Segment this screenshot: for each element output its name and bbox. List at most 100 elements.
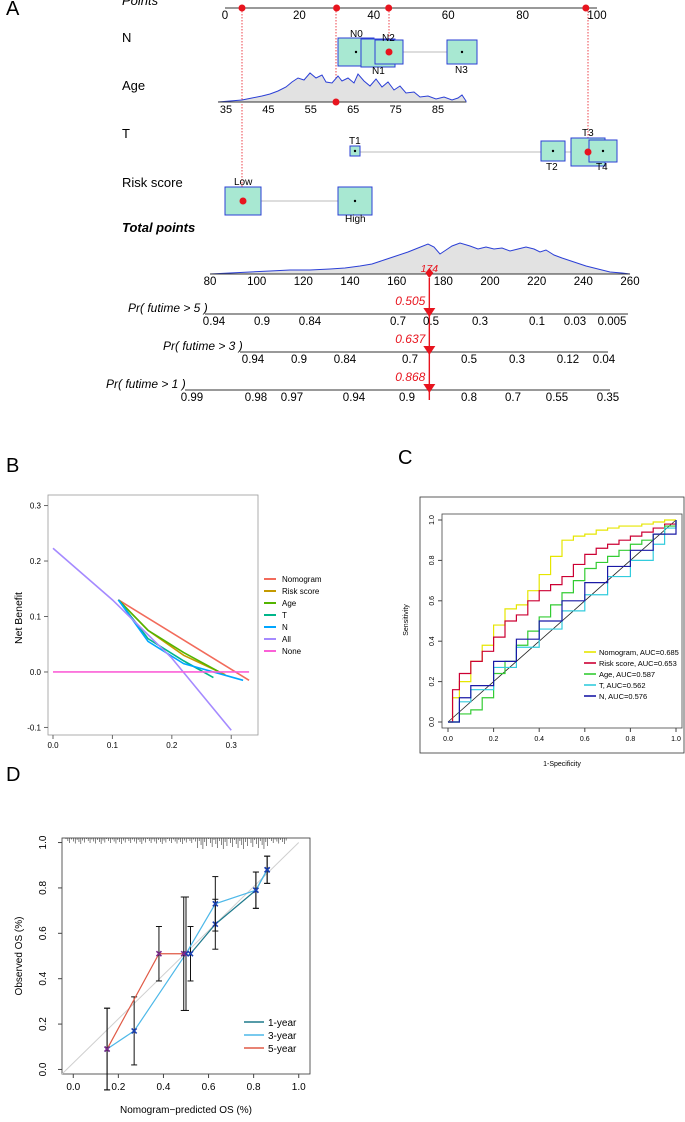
- risk-high-label: High: [345, 214, 366, 225]
- prob-selected-label-1: 0.637: [395, 332, 426, 346]
- prob-tick-label-0: 0.7: [390, 316, 406, 328]
- prob-tick-label-1: 0.7: [402, 354, 418, 366]
- prob-row-label-1: Pr( futime > 3 ): [163, 339, 243, 353]
- age-tick-label: 35: [220, 104, 232, 116]
- d-reference-diagonal: [61, 842, 300, 1075]
- row-label-1: N: [122, 30, 131, 45]
- c-xtick-label: 0.0: [443, 736, 453, 743]
- age-tick-label: 55: [305, 104, 317, 116]
- t1-label: T1: [349, 136, 361, 147]
- c-xtick-label: 0.6: [580, 736, 590, 743]
- age-selected-marker: [332, 98, 340, 106]
- b-xtick-label: 0.1: [107, 741, 119, 750]
- age-tick-label: 45: [262, 104, 274, 116]
- d-point-marker: [264, 866, 271, 873]
- c-ytick-label: 0.2: [429, 677, 436, 687]
- n0-label: N0: [350, 29, 363, 40]
- c-xtick-label: 0.8: [626, 736, 636, 743]
- nomogram-chart: Points N Age T Risk score Total points 0 20 40 60…: [106, 0, 640, 404]
- d-rug-marks: [65, 838, 287, 849]
- c-series-line: [448, 520, 677, 723]
- total-points-tick-label: 100: [247, 276, 266, 288]
- prob-tick-label-0: 0.005: [598, 316, 627, 328]
- c-xlabel: 1-Specificity: [543, 761, 581, 768]
- b-ytick-label: -0.1: [27, 723, 41, 732]
- total-points-tick-label: 140: [340, 276, 359, 288]
- prob-tick-label-1: 0.9: [291, 354, 307, 366]
- prob-selected-label-2: 0.868: [395, 370, 425, 384]
- prob-tick-label-2: 0.94: [343, 392, 366, 404]
- row-label-4: Risk score: [122, 175, 183, 190]
- risk-selected-marker: [239, 197, 247, 205]
- d-ytick-label: 0.8: [38, 881, 49, 895]
- b-ytick-label: 0.3: [30, 502, 42, 511]
- d-point-marker: [252, 887, 259, 894]
- b-legend-label: N: [282, 623, 288, 632]
- d-ylabel: Observed OS (%): [14, 917, 25, 996]
- prob-tick-label-1: 0.84: [334, 354, 357, 366]
- prob-tick-label-1: 0.5: [461, 354, 477, 366]
- prob-tick-label-2: 0.99: [181, 392, 203, 404]
- b-series-line: [117, 599, 214, 679]
- t4-box-dot: [601, 149, 605, 153]
- d-series-line: [106, 953, 184, 1050]
- points-marker: [333, 4, 341, 12]
- d-ytick-label: 0.2: [38, 1017, 49, 1031]
- risk-high-box-dot: [353, 199, 357, 203]
- c-xtick-label: 1.0: [671, 736, 681, 743]
- b-legend-label: Risk score: [282, 587, 320, 596]
- d-xtick-label: 0.6: [202, 1082, 216, 1093]
- b-series-line: [117, 599, 220, 673]
- total-points-tick-label: 240: [574, 276, 593, 288]
- total-points-density: [209, 242, 631, 275]
- d-ytick-label: 0.4: [38, 971, 49, 985]
- d-legend-label: 1-year: [268, 1018, 297, 1029]
- d-point-marker: [187, 950, 194, 957]
- d-xtick-label: 0.4: [157, 1082, 171, 1093]
- c-legend-label: Nomogram, AUC=0.685: [599, 648, 679, 657]
- t2-box-dot: [551, 149, 555, 153]
- prob-tick-label-1: 0.04: [593, 354, 616, 366]
- t-selected-marker: [584, 148, 592, 156]
- panel-label-a: A: [6, 0, 20, 20]
- prob-tick-label-1: 0.94: [242, 354, 265, 366]
- prob-tick-label-1: 0.3: [509, 354, 525, 366]
- prob-tick-label-2: 0.55: [546, 392, 568, 404]
- t3-label: T3: [582, 128, 594, 139]
- points-tick-label: 80: [516, 10, 529, 22]
- total-points-tick-label: 220: [527, 276, 546, 288]
- c-ytick-label: 0.0: [429, 717, 436, 727]
- d-ytick-label: 1.0: [38, 835, 49, 849]
- t4-label: T4: [596, 162, 608, 173]
- points-tick-label: 100: [587, 10, 606, 22]
- calibration-chart: 0.0 0.2 0.4 0.6 0.8 1.0 0.0 0.2 0.4 0.6 0.8 1.0 Nomo…: [14, 835, 311, 1116]
- total-points-selected-label: 174: [421, 263, 439, 275]
- b-legend-label: None: [282, 647, 302, 656]
- c-ylabel: Sensitivity: [403, 604, 410, 636]
- prob-tick-label-2: 0.9: [399, 392, 415, 404]
- d-point-marker: [104, 1045, 111, 1053]
- panel-label-c: C: [398, 447, 413, 469]
- prob-tick-label-0: 0.9: [254, 316, 270, 328]
- d-point-marker: [131, 1027, 138, 1034]
- prob-tick-label-2: 0.35: [597, 392, 619, 404]
- prob-row-label-0: Pr( futime > 5 ): [128, 301, 208, 315]
- c-legend-label: T, AUC=0.562: [599, 681, 646, 690]
- d-xlabel: Nomogram−predicted OS (%): [120, 1105, 252, 1116]
- c-legend-label: Age, AUC=0.587: [599, 670, 655, 679]
- b-series-line: [117, 599, 250, 681]
- b-ytick-label: 0.1: [30, 613, 42, 622]
- prob-tick-label-2: 0.98: [245, 392, 267, 404]
- row-label-0: Points: [122, 0, 159, 8]
- c-legend-label: Risk score, AUC=0.653: [599, 659, 677, 668]
- prob-tick-label-0: 0.5: [423, 316, 439, 328]
- row-label-3: T: [122, 126, 130, 141]
- c-ytick-label: 1.0: [429, 515, 436, 525]
- d-xtick-label: 1.0: [292, 1082, 306, 1093]
- b-legend-label: Nomogram: [282, 575, 322, 584]
- b-legend-label: All: [282, 635, 291, 644]
- total-points-tick-label: 200: [480, 276, 499, 288]
- c-legend-label: N, AUC=0.576: [599, 692, 647, 701]
- b-xtick-label: 0.2: [166, 741, 178, 750]
- total-points-tick-label: 180: [434, 276, 453, 288]
